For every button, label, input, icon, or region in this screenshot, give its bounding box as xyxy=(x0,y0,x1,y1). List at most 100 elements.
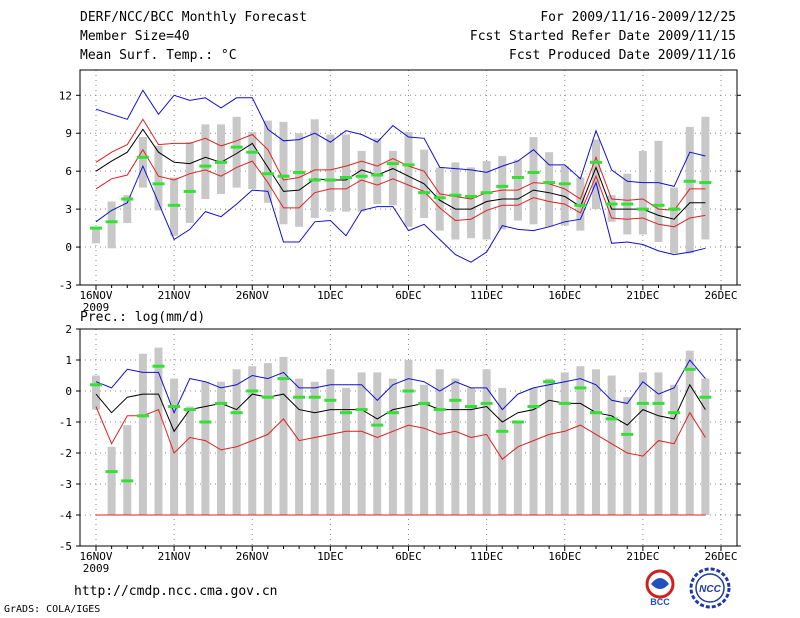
p0-median-marker-20 xyxy=(402,163,415,167)
p0-xtick-label-0: 16NOV xyxy=(79,289,112,302)
p0-median-marker-12 xyxy=(277,174,290,178)
ncc-logo: NCC xyxy=(689,567,731,609)
p0-median-marker-21 xyxy=(418,191,431,195)
p0-ensemble-box-16 xyxy=(342,134,350,212)
p1-ensemble-box-39 xyxy=(701,378,710,515)
p1-ensemble-box-14 xyxy=(310,381,319,515)
p1-ensemble-box-12 xyxy=(279,356,288,515)
p1-xtick-label-2: 26NOV xyxy=(236,550,269,563)
p1-median-marker-4 xyxy=(152,364,165,368)
p1-xtick-label-6: 16DEC xyxy=(548,550,581,563)
p1-xtick-sublabel-0: 2009 xyxy=(83,562,110,575)
p1-ensemble-box-36 xyxy=(654,372,663,515)
p1-median-marker-23 xyxy=(449,398,462,402)
p1-ensemble-box-9 xyxy=(232,369,241,515)
p0-median-marker-32 xyxy=(590,160,602,164)
p1-ytick-label-2: -3 xyxy=(59,478,72,491)
p0-ensemble-box-7 xyxy=(201,124,210,199)
p1-median-marker-10 xyxy=(246,389,259,393)
p1-ytick-label-7: 2 xyxy=(65,323,72,336)
p1-median-marker-28 xyxy=(527,405,540,408)
p1-spread-upper-line xyxy=(95,406,706,460)
p0-ensemble-box-36 xyxy=(654,140,663,242)
p0-ytick-label-2: 3 xyxy=(65,203,72,216)
p1-xtick-label-8: 26DEC xyxy=(704,550,737,563)
grads-credit: GrADS: COLA/IGES xyxy=(4,604,101,615)
p1-median-marker-16 xyxy=(340,411,352,415)
p0-ensemble-box-2 xyxy=(123,195,132,224)
p1-ensemble-box-28 xyxy=(529,387,538,515)
p1-ytick-label-3: -2 xyxy=(59,447,72,460)
p0-ensemble-box-3 xyxy=(138,137,147,188)
p1-median-marker-33 xyxy=(605,417,618,421)
p1-panel-title: Prec.: log(mm/d) xyxy=(80,310,205,325)
p1-median-marker-6 xyxy=(183,408,196,412)
p0-median-marker-25 xyxy=(480,191,493,195)
p0-ensemble-mean-line xyxy=(95,128,706,220)
p0-median-marker-31 xyxy=(574,203,587,207)
p1-median-marker-8 xyxy=(215,401,227,405)
p1-ensemble-box-1 xyxy=(107,446,116,515)
p1-ensemble-box-35 xyxy=(638,372,647,515)
p0-ensemble-box-24 xyxy=(467,167,475,239)
p1-ensemble-box-23 xyxy=(451,378,460,515)
p0-median-marker-0 xyxy=(90,226,102,230)
p0-median-marker-8 xyxy=(215,160,227,164)
p1-median-marker-38 xyxy=(683,367,696,371)
bcc-logo-text: BCC xyxy=(650,597,670,607)
p0-ensemble-box-35 xyxy=(638,150,647,235)
p0-ensemble-box-39 xyxy=(701,116,710,240)
p0-median-marker-5 xyxy=(168,203,181,207)
p0-xtick-label-8: 26DEC xyxy=(704,289,737,302)
p1-xtick-label-4: 6DEC xyxy=(395,550,422,563)
chart-title: DERF/NCC/BCC Monthly Forecast xyxy=(80,10,307,25)
p0-median-marker-39 xyxy=(699,181,712,185)
p1-ensemble-box-29 xyxy=(545,378,554,515)
source-url[interactable]: http://cmdp.ncc.cma.gov.cn xyxy=(74,584,278,599)
p0-xtick-label-5: 11DEC xyxy=(470,289,503,302)
p0-median-marker-10 xyxy=(246,150,259,154)
p0-median-marker-19 xyxy=(386,162,399,166)
p1-median-marker-11 xyxy=(261,395,274,399)
p1-ensemble-box-3 xyxy=(138,353,147,515)
p1-median-marker-1 xyxy=(105,470,118,474)
p1-ensemble-box-5 xyxy=(170,378,179,515)
p0-median-marker-4 xyxy=(152,182,165,186)
p1-ensemble-box-19 xyxy=(388,378,397,515)
p0-median-marker-7 xyxy=(199,164,212,168)
p0-median-marker-17 xyxy=(355,174,368,178)
p1-ensemble-box-33 xyxy=(607,375,616,515)
p1-ensemble-box-8 xyxy=(217,381,225,515)
p0-ytick-label-1: 0 xyxy=(65,241,72,254)
p0-ensemble-box-13 xyxy=(295,133,304,227)
p0-median-marker-27 xyxy=(511,176,524,179)
p1-ensemble-box-25 xyxy=(482,369,491,515)
p1-ytick-label-6: 1 xyxy=(65,354,72,367)
p0-xtick-label-3: 1DEC xyxy=(317,289,344,302)
p0-median-marker-33 xyxy=(605,202,618,206)
p1-ensemble-box-24 xyxy=(467,387,475,515)
p0-ensemble-box-26 xyxy=(498,156,507,230)
p1-ensemble-box-13 xyxy=(295,378,304,515)
p1-median-marker-39 xyxy=(699,395,712,399)
p0-ensemble-box-17 xyxy=(357,150,366,212)
p0-ensemble-box-20 xyxy=(404,131,413,227)
p0-ensemble-box-15 xyxy=(326,134,335,212)
p0-ensemble-box-0 xyxy=(92,228,100,244)
p0-median-marker-16 xyxy=(340,176,352,179)
p1-ensemble-box-22 xyxy=(435,369,444,515)
p1-ensemble-box-17 xyxy=(357,372,366,515)
p0-xtick-label-6: 16DEC xyxy=(548,289,581,302)
p0-median-marker-29 xyxy=(543,181,556,185)
p1-ensemble-box-32 xyxy=(592,369,600,515)
p0-xtick-label-4: 6DEC xyxy=(395,289,422,302)
p1-ensemble-box-38 xyxy=(685,350,694,515)
p0-median-marker-14 xyxy=(308,178,321,182)
p1-ensemble-box-7 xyxy=(201,381,210,515)
p1-ensemble-box-2 xyxy=(123,425,132,515)
p0-ensemble-box-28 xyxy=(529,137,538,225)
p1-ensemble-box-26 xyxy=(498,387,507,515)
p1-median-marker-14 xyxy=(308,395,321,399)
p1-median-marker-25 xyxy=(480,401,493,405)
